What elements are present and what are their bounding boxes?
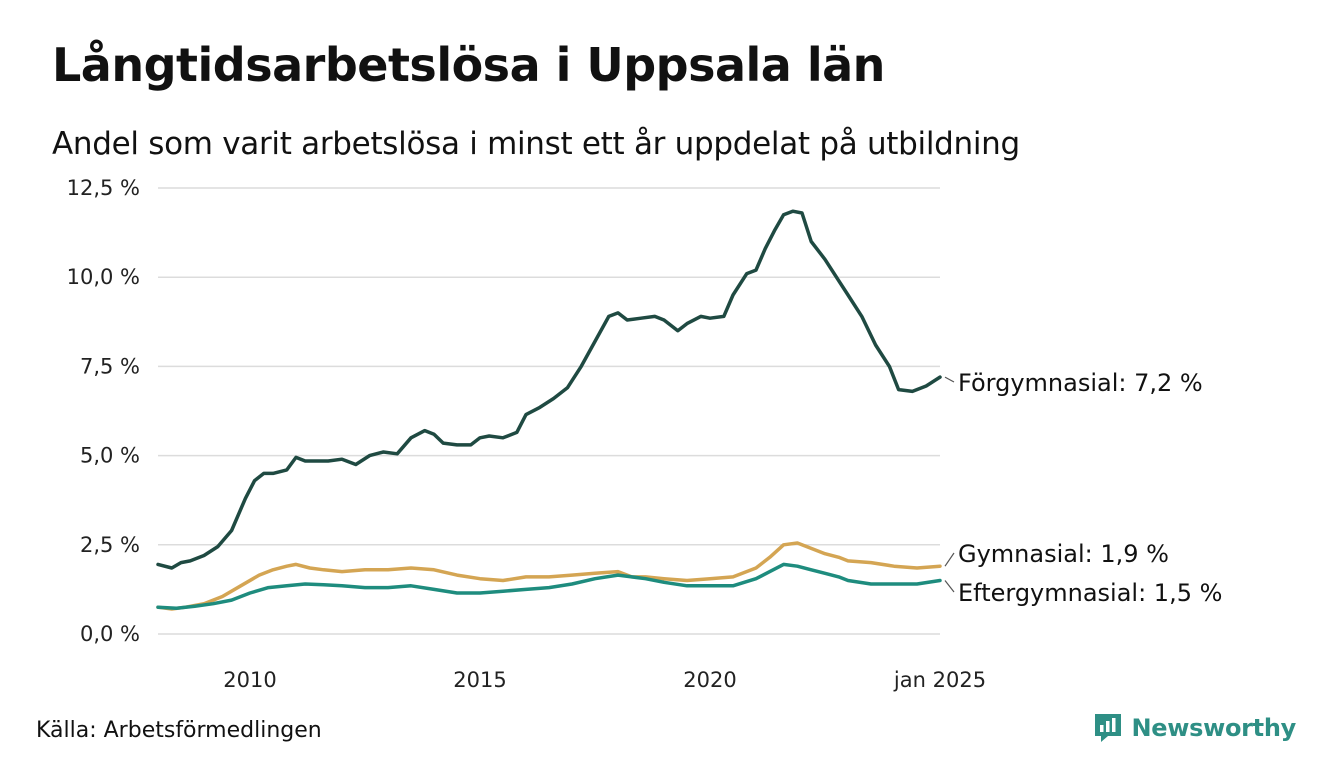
- series-line-gymnasial: [156, 541, 942, 611]
- end-label-connector: [944, 376, 955, 383]
- x-tick-label: 2010: [223, 668, 276, 692]
- grid-lines: [158, 187, 940, 635]
- y-axis-ticks: 0,0 % 2,5 % 5,0 % 7,5 % 10,0 % 12,5 %: [67, 176, 140, 646]
- brand-name: Newsworthy: [1131, 714, 1296, 742]
- line-chart: 0,0 %2,5 %5,0 %7,5 %10,0 %12,5 % 2010 201…: [67, 176, 1223, 692]
- end-label-connector: [944, 552, 955, 567]
- y-tick-label: 0,0 %: [80, 622, 140, 646]
- y-tick-label: 7,5 %: [80, 354, 140, 378]
- series-line-eftergymnasial: [156, 562, 942, 611]
- series-lines: [156, 209, 942, 611]
- y-tick-label: 5,0 %: [80, 444, 140, 468]
- x-tick-label: jan 2025: [893, 668, 986, 692]
- brand-logo[interactable]: Newsworthy: [1093, 712, 1296, 744]
- series-end-label: Eftergymnasial: 1,5 %: [958, 579, 1222, 607]
- y-tick-label: 12,5 %: [67, 176, 140, 200]
- x-axis-ticks: 2010 2015 2020 jan 2025: [223, 668, 986, 692]
- series-end-label: Förgymnasial: 7,2 %: [958, 369, 1203, 397]
- newsworthy-logo-icon: [1095, 714, 1122, 742]
- x-tick-label: 2015: [453, 668, 506, 692]
- x-tick-label: 2020: [683, 668, 736, 692]
- y-tick-label: 2,5 %: [80, 533, 140, 557]
- source-note: Källa: Arbetsförmedlingen: [36, 718, 322, 743]
- chart-title: Långtidsarbetslösa i Uppsala län: [52, 38, 885, 92]
- series-end-labels: Förgymnasial: 7,2 % Gymnasial: 1,9 % Efter…: [944, 369, 1222, 607]
- y-tick-label: 10,0 %: [67, 265, 140, 289]
- series-end-label: Gymnasial: 1,9 %: [958, 540, 1169, 568]
- end-label-connector: [944, 580, 955, 593]
- series-line-förgymnasial: [156, 209, 942, 570]
- chart-subtitle: Andel som varit arbetslösa i minst ett å…: [52, 126, 1020, 162]
